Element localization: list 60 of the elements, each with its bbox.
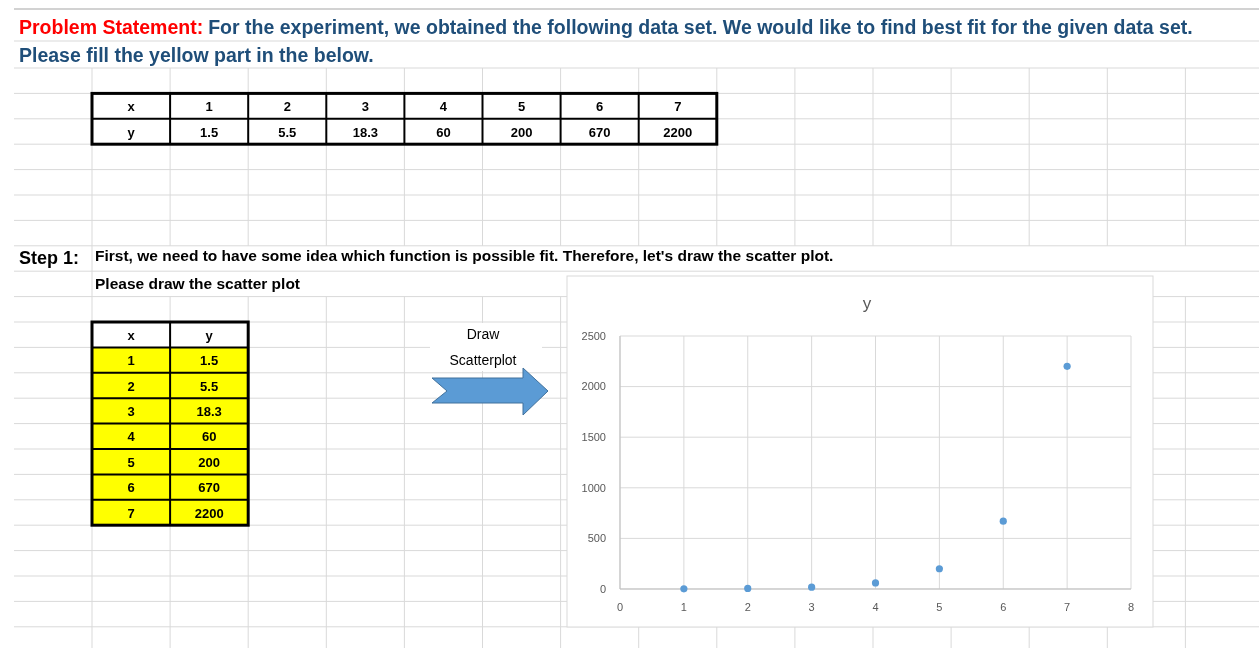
y-tick-label: 1500 — [581, 431, 606, 444]
x-tick-label: 5 — [936, 601, 943, 613]
text: Step 1: — [19, 248, 80, 268]
data-label: 2200 — [663, 124, 693, 140]
y-tick-label: 500 — [587, 532, 606, 545]
x-tick-label: 7 — [674, 99, 682, 115]
x-tick-label: 7 — [1064, 601, 1071, 613]
chart-title: y — [862, 294, 872, 313]
x-axis-title: x — [127, 99, 136, 115]
y-tick-label: 1 — [127, 353, 135, 369]
text: Problem Statement: — [19, 16, 204, 38]
x-tick-label: 0 — [616, 601, 624, 613]
point — [935, 565, 943, 573]
data-label: 60 — [201, 429, 217, 445]
y-tick-label: y — [127, 124, 136, 140]
data-label: 18.3 — [352, 124, 379, 140]
y-tick-label: 2500 — [581, 329, 606, 342]
data-label: 18.3 — [196, 403, 222, 419]
x-tick-label: 1 — [205, 99, 213, 115]
point — [680, 585, 688, 593]
x-tick-label: 2 — [744, 601, 751, 613]
y-tick-label: 4 — [127, 429, 136, 445]
data-label: 670 — [588, 124, 611, 140]
point — [999, 517, 1007, 525]
data-label: 670 — [198, 480, 220, 496]
text: First, we need to have some idea which function is possible fit. Therefore, let's draw the scatter plot. — [95, 247, 834, 264]
x-tick-label: 2 — [283, 99, 291, 115]
text: Please draw the scatter plot — [95, 275, 301, 292]
x-tick-label: 6 — [1000, 601, 1007, 613]
y-tick-label: 6 — [127, 480, 135, 496]
data-label: 1.5 — [200, 353, 219, 369]
x-tick-label: 1 — [680, 601, 687, 613]
data-label: 200 — [198, 454, 220, 470]
data-label: 5.5 — [278, 124, 297, 140]
y-tick-label: 0 — [599, 582, 606, 595]
y-tick-label: 1000 — [581, 481, 606, 494]
data-label: 5.5 — [200, 378, 219, 394]
y-tick-label: 7 — [127, 505, 135, 521]
x-tick-label: 8 — [1127, 601, 1135, 613]
text: For the experiment, we obtained the following data set. We would like to find best fit for the given data set. — [208, 16, 1193, 38]
x-tick-label: 4 — [872, 601, 879, 613]
x-tick-label: 3 — [361, 99, 369, 115]
y-tick-label: 5 — [127, 454, 135, 470]
y-axis-title: x — [127, 327, 136, 343]
x-tick-label: 4 — [439, 99, 448, 115]
data-label: 2200 — [194, 505, 224, 521]
text: Please fill the yellow part in the below. — [19, 44, 374, 66]
x-tick-label: 3 — [808, 601, 815, 613]
y-tick-label: 2 — [127, 378, 135, 394]
data-label: 200 — [510, 124, 533, 140]
point — [744, 584, 752, 593]
data-label: 60 — [436, 124, 451, 140]
point — [871, 579, 880, 587]
data-label: 1.5 — [200, 124, 219, 140]
point — [1063, 362, 1071, 370]
x-tick-label: 5 — [517, 99, 526, 115]
point — [808, 583, 816, 591]
text: Draw Scatterplot — [449, 326, 517, 368]
y-tick-label: 3 — [127, 403, 135, 419]
y-tick-label: 2000 — [581, 380, 606, 393]
